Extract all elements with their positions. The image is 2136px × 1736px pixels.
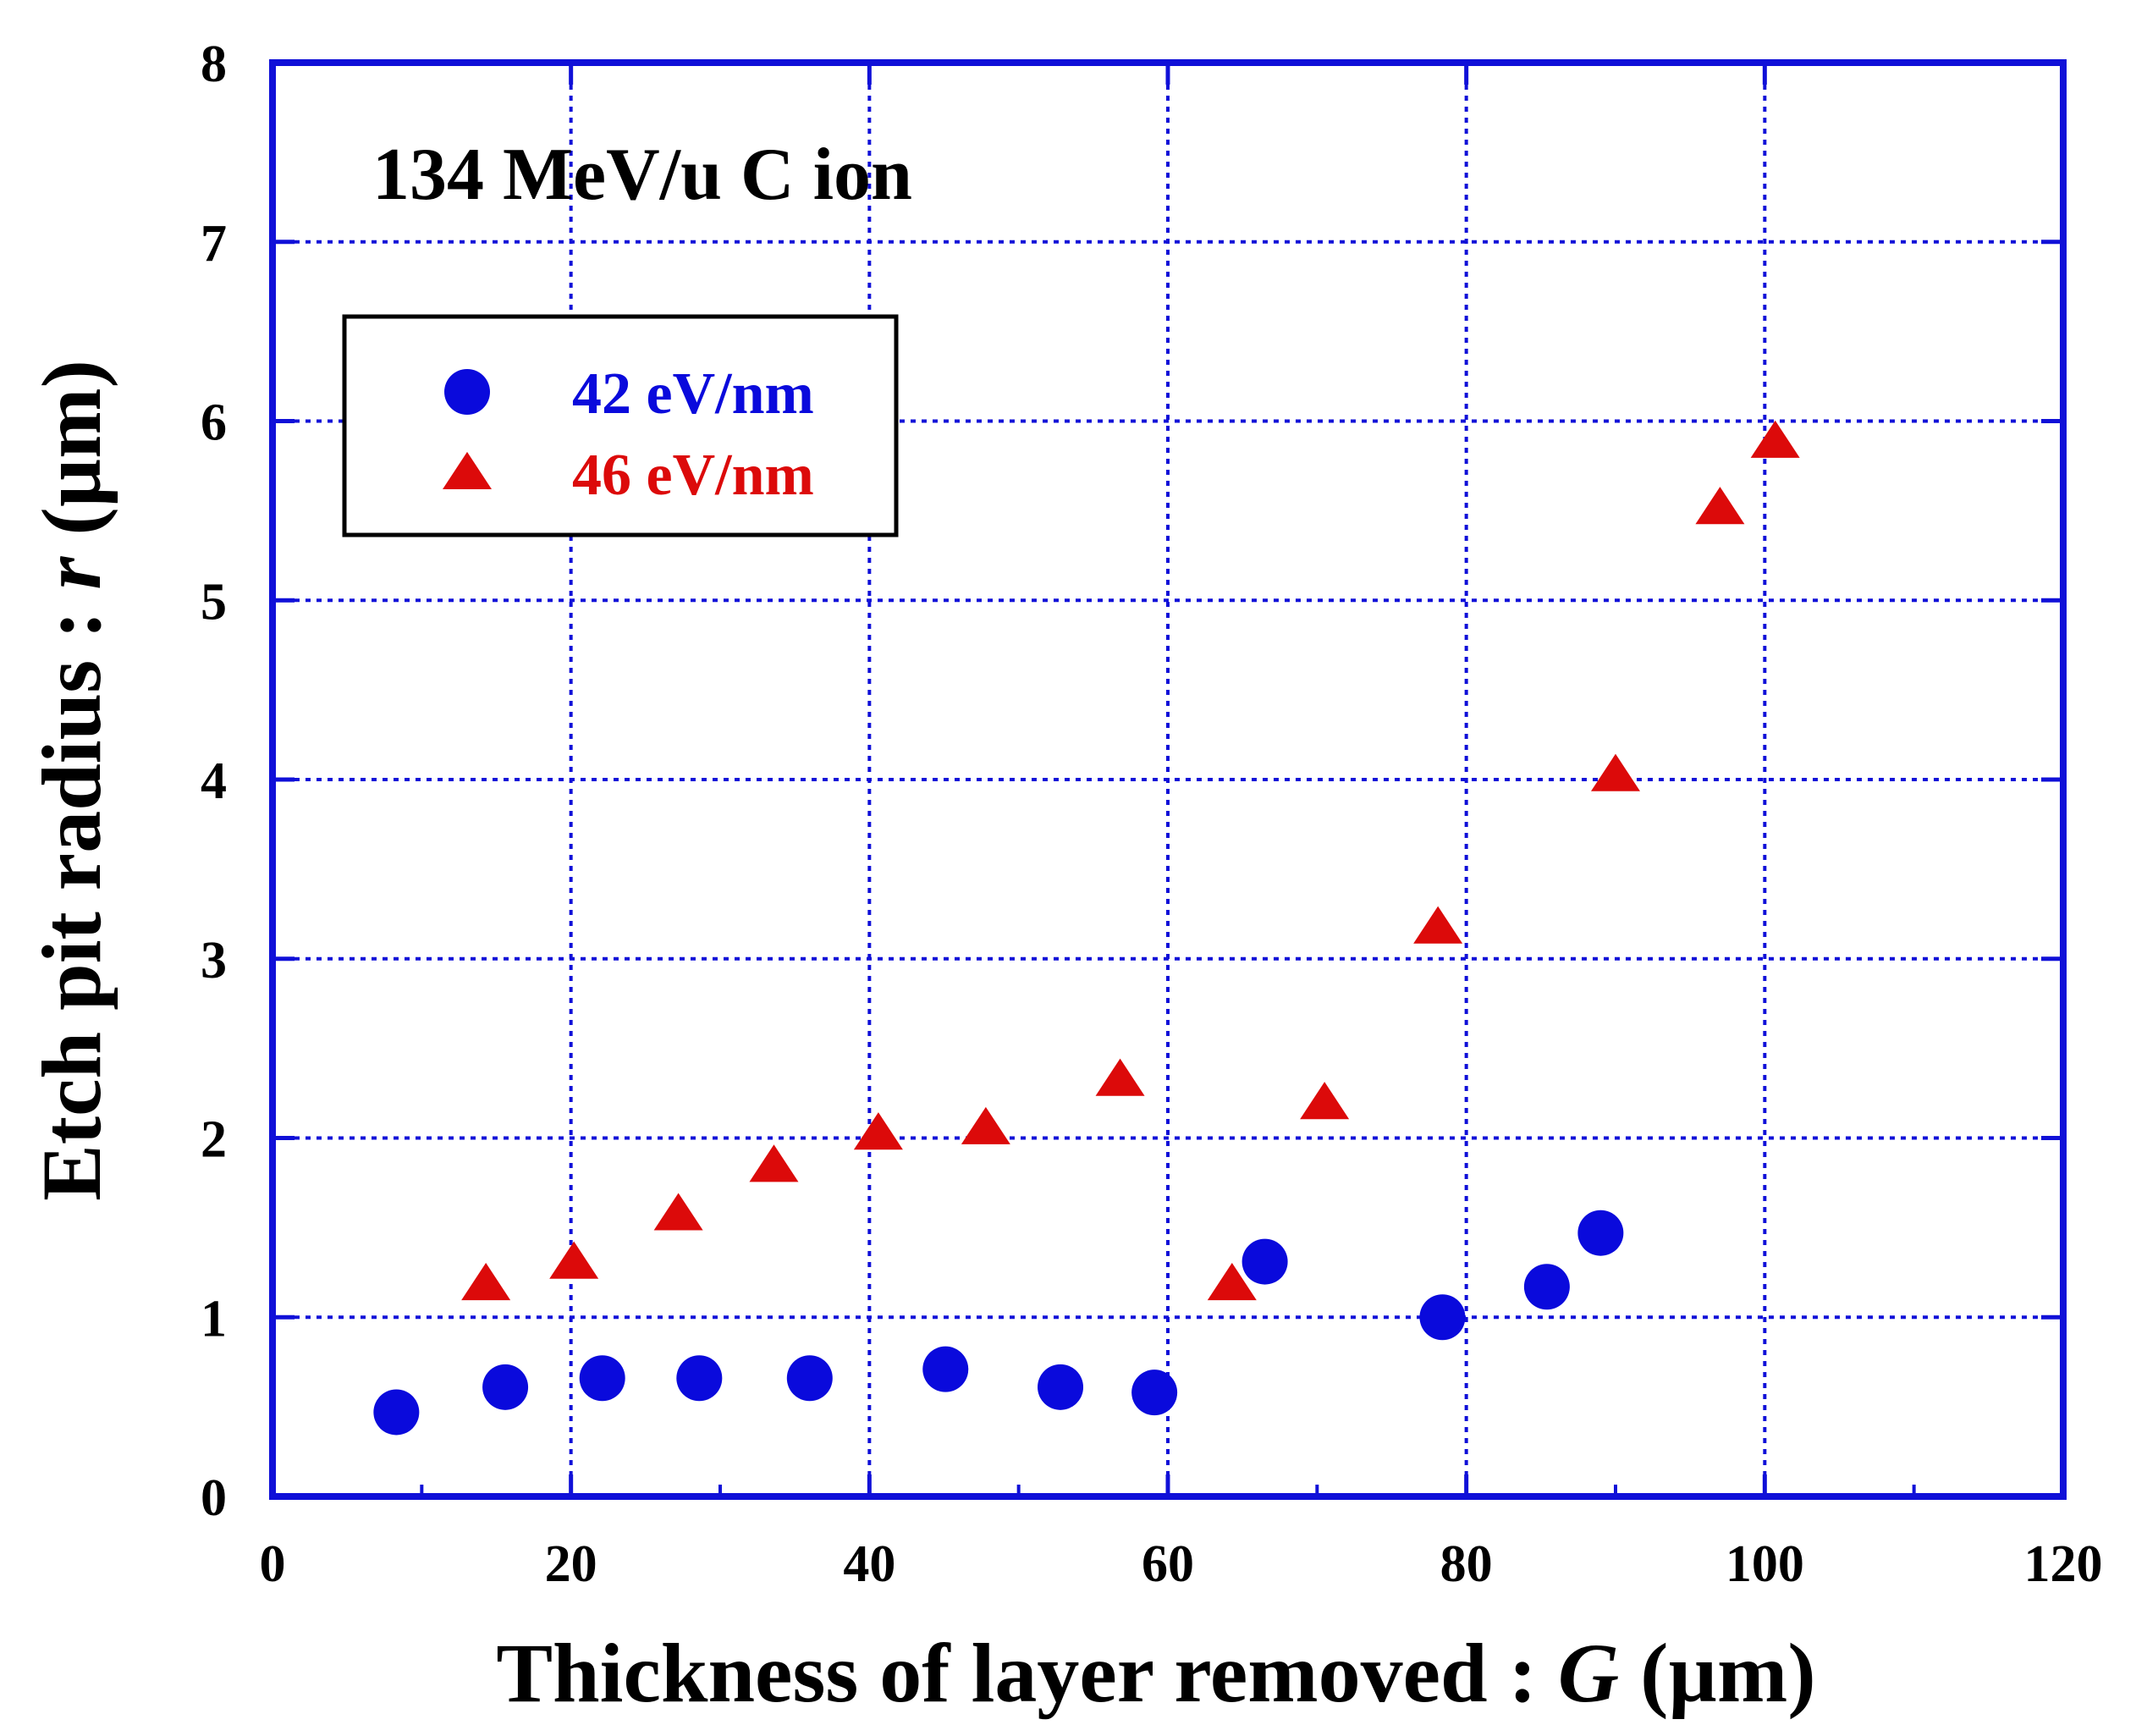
legend-label-46ev: 46 eV/nm bbox=[572, 443, 814, 508]
x-axis-title-unit: (µm) bbox=[1619, 1626, 1816, 1720]
x-tick-label: 120 bbox=[2024, 1535, 2103, 1593]
data-point-triangle bbox=[549, 1241, 599, 1279]
legend-box bbox=[342, 314, 899, 537]
y-tick-label: 6 bbox=[201, 394, 227, 452]
data-point-circle bbox=[676, 1355, 723, 1402]
x-axis-title: Thickness of layer removed : G (µm) bbox=[496, 1626, 1815, 1720]
data-point-triangle bbox=[1095, 1058, 1145, 1096]
x-tick-label: 60 bbox=[1142, 1535, 1194, 1593]
data-point-triangle bbox=[853, 1112, 903, 1150]
x-axis-title-variable: G bbox=[1558, 1626, 1619, 1720]
data-point-circle bbox=[1038, 1364, 1084, 1410]
x-tick-label: 100 bbox=[1726, 1535, 1804, 1593]
legend-marker-circle bbox=[444, 369, 490, 415]
data-point-triangle bbox=[1750, 420, 1800, 458]
x-tick-label: 80 bbox=[1440, 1535, 1493, 1593]
data-point-circle bbox=[922, 1346, 969, 1392]
y-tick-label: 7 bbox=[201, 215, 227, 273]
data-point-circle bbox=[373, 1389, 420, 1436]
x-tick-label: 0 bbox=[260, 1535, 286, 1593]
y-tick-label: 5 bbox=[201, 573, 227, 631]
data-point-triangle bbox=[1207, 1263, 1257, 1301]
grid-lines bbox=[273, 63, 2063, 1496]
data-point-circle bbox=[1577, 1210, 1624, 1256]
annotation-text: 134 MeV/u C ion bbox=[372, 134, 912, 216]
data-point-triangle bbox=[1300, 1082, 1350, 1120]
y-tick-label: 3 bbox=[201, 932, 227, 989]
y-axis-title: Etch pit radius : r (µm) bbox=[25, 360, 118, 1201]
y-tick-label: 4 bbox=[201, 752, 227, 810]
data-point-triangle bbox=[961, 1106, 1010, 1144]
data-point-circle bbox=[1241, 1238, 1288, 1285]
y-axis-title-prefix: Etch pit radius : bbox=[25, 590, 118, 1201]
x-tick-label: 40 bbox=[843, 1535, 895, 1593]
data-point-triangle bbox=[1695, 487, 1745, 525]
data-point-triangle bbox=[1591, 753, 1640, 791]
legend-marker-triangle bbox=[443, 451, 492, 489]
data-points bbox=[373, 420, 1800, 1436]
data-point-triangle bbox=[1413, 906, 1463, 944]
data-point-circle bbox=[579, 1355, 625, 1402]
data-point-circle bbox=[1419, 1294, 1466, 1341]
y-axis-title-unit: (µm) bbox=[25, 360, 118, 557]
y-tick-label: 2 bbox=[201, 1111, 227, 1169]
x-axis-title-prefix: Thickness of layer removed : bbox=[496, 1626, 1558, 1720]
data-point-circle bbox=[786, 1355, 833, 1402]
data-point-circle bbox=[1131, 1370, 1178, 1416]
data-point-circle bbox=[482, 1364, 529, 1410]
data-point-triangle bbox=[653, 1193, 703, 1231]
data-point-triangle bbox=[749, 1144, 799, 1182]
legend: 42 eV/nm 46 eV/nm bbox=[342, 314, 899, 537]
y-tick-label: 0 bbox=[201, 1469, 227, 1527]
y-axis-title-variable: r bbox=[25, 556, 118, 590]
y-tick-label: 1 bbox=[201, 1290, 227, 1347]
y-tick-label: 8 bbox=[201, 36, 227, 93]
legend-label-42ev: 42 eV/nm bbox=[572, 361, 814, 427]
data-point-triangle bbox=[461, 1263, 511, 1301]
data-point-circle bbox=[1523, 1264, 1570, 1310]
x-tick-label: 20 bbox=[545, 1535, 597, 1593]
